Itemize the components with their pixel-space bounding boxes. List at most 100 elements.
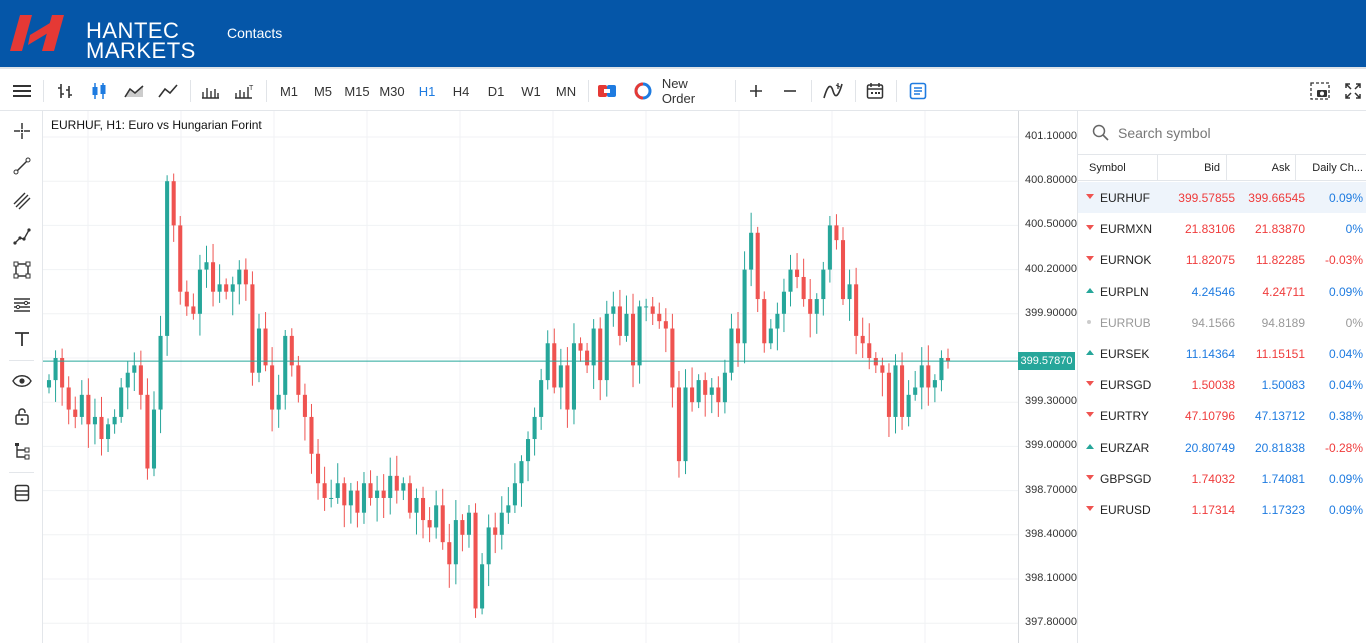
ask-price: 399.66545 xyxy=(1248,191,1305,205)
layers-icon[interactable] xyxy=(11,482,33,504)
candle xyxy=(184,280,189,316)
search-input[interactable] xyxy=(1118,122,1358,144)
y-tick-label: 399.30000 xyxy=(1025,395,1077,408)
daily-change: 0.09% xyxy=(1328,503,1363,517)
candle xyxy=(644,298,649,322)
candle xyxy=(480,553,485,615)
watchlist-row-eurhuf[interactable]: EURHUF 399.57855 399.66545 0.09% xyxy=(1078,182,1366,213)
candle xyxy=(119,378,124,423)
hantec-logo[interactable]: HANTEC MARKETS xyxy=(10,11,195,62)
candle xyxy=(847,269,852,321)
indicators-icon[interactable] xyxy=(821,80,845,102)
daily-change: -0.28% xyxy=(1324,440,1363,455)
tf-H4[interactable]: H4 xyxy=(452,83,470,99)
price-chart[interactable]: EURHUF, H1: Euro vs Hungarian Forint 401… xyxy=(43,111,1077,643)
watchlist-row-eurusd[interactable]: EURUSD 1.17314 1.17323 0.09% xyxy=(1078,494,1366,525)
watchlist-row-eurrub[interactable]: EURRUB 94.1566 94.8189 0% xyxy=(1078,307,1366,338)
candle xyxy=(749,212,754,287)
ask-price: 11.15151 xyxy=(1255,347,1305,361)
bar-chart-icon[interactable] xyxy=(54,80,76,102)
screenshot-icon[interactable] xyxy=(1309,80,1331,102)
watchlist-row-eursgd[interactable]: EURSGD 1.50038 1.50083 0.04% xyxy=(1078,369,1366,400)
column-symbol[interactable]: Symbol xyxy=(1089,162,1126,174)
fibonacci-icon[interactable] xyxy=(11,294,33,316)
bid-price: 399.57855 xyxy=(1178,191,1235,205)
column-ask[interactable]: Ask xyxy=(1271,162,1290,174)
calendar-icon[interactable] xyxy=(864,80,886,102)
one-click-trading-icon[interactable] xyxy=(596,80,618,102)
parallel-channel-icon[interactable] xyxy=(11,190,33,212)
watchlist-row-eurpln[interactable]: EURPLN 4.24546 4.24711 0.09% xyxy=(1078,276,1366,307)
contacts-link[interactable]: Contacts xyxy=(227,25,283,41)
watchlist-row-eursek[interactable]: EURSEK 11.14364 11.15151 0.04% xyxy=(1078,338,1366,369)
volume-icon[interactable] xyxy=(199,80,221,102)
candle xyxy=(926,345,931,406)
logo-line2: MARKETS xyxy=(86,38,196,63)
candle xyxy=(696,374,701,409)
watchlist-row-eurnok[interactable]: EURNOK 11.82075 11.82285 -0.03% xyxy=(1078,244,1366,275)
candle xyxy=(755,226,760,313)
candle xyxy=(690,367,695,412)
bid-price: 20.80749 xyxy=(1184,440,1235,455)
candle xyxy=(729,313,734,381)
watchlist-row-gbpsgd[interactable]: GBPSGD 1.74032 1.74081 0.09% xyxy=(1078,463,1366,494)
path-icon[interactable] xyxy=(11,225,33,247)
candle xyxy=(617,289,622,346)
candle xyxy=(880,357,885,397)
candle xyxy=(342,477,347,528)
candle xyxy=(663,308,668,353)
candle xyxy=(178,215,183,305)
tf-M15[interactable]: M15 xyxy=(344,83,370,99)
drawing-separator xyxy=(9,360,34,361)
watchlist-row-eurmxn[interactable]: EURMXN 21.83106 21.83870 0% xyxy=(1078,213,1366,244)
candle xyxy=(486,514,491,587)
tf-H1[interactable]: H1 xyxy=(418,83,436,99)
candle xyxy=(676,370,681,478)
fullscreen-icon[interactable] xyxy=(1342,80,1364,102)
chart-canvas[interactable] xyxy=(43,111,1077,643)
object-tree-icon[interactable] xyxy=(11,440,33,462)
tick-volume-icon[interactable]: T xyxy=(233,80,255,102)
y-tick-label: 400.80000 xyxy=(1025,174,1077,187)
new-order-button[interactable]: New Order xyxy=(634,76,724,106)
candle xyxy=(900,352,905,430)
candle xyxy=(683,369,688,475)
candle xyxy=(440,488,445,550)
candle xyxy=(512,463,517,513)
candle xyxy=(525,431,531,482)
lock-icon[interactable] xyxy=(11,405,33,427)
tf-MN[interactable]: MN xyxy=(555,83,577,99)
rectangle-icon[interactable] xyxy=(11,259,33,281)
text-icon[interactable] xyxy=(11,328,33,350)
ask-price: 11.82285 xyxy=(1255,253,1305,268)
candle xyxy=(519,455,524,507)
candlestick-icon[interactable] xyxy=(88,80,110,102)
notes-icon[interactable] xyxy=(907,80,929,102)
menu-icon[interactable] xyxy=(11,80,33,102)
zoom-out-icon[interactable] xyxy=(779,80,801,102)
symbol-name: GBPSGD xyxy=(1100,471,1152,486)
watchlist-row-eurtry[interactable]: EURTRY 47.10796 47.13712 0.38% xyxy=(1078,400,1366,431)
candle xyxy=(840,227,846,305)
tf-D1[interactable]: D1 xyxy=(487,83,505,99)
crosshair-icon[interactable] xyxy=(11,120,33,142)
tf-W1[interactable]: W1 xyxy=(521,83,541,99)
tf-M30[interactable]: M30 xyxy=(379,83,405,99)
line-chart-icon[interactable] xyxy=(157,80,179,102)
toolbar-separator xyxy=(855,80,856,102)
y-tick-label: 401.10000 xyxy=(1025,130,1077,142)
candle xyxy=(381,474,386,519)
trend-line-icon[interactable] xyxy=(11,155,33,177)
tf-M1[interactable]: M1 xyxy=(279,83,299,99)
column-bid[interactable]: Bid xyxy=(1204,162,1220,174)
candle xyxy=(650,297,655,325)
watchlist-row-eurzar[interactable]: EURZAR 20.80749 20.81838 -0.28% xyxy=(1078,432,1366,463)
column-daily-change[interactable]: Daily Ch... xyxy=(1312,162,1363,174)
tf-M5[interactable]: M5 xyxy=(313,83,333,99)
area-chart-icon[interactable] xyxy=(123,80,145,102)
candle xyxy=(591,319,596,389)
daily-change: 0.09% xyxy=(1328,471,1363,486)
zoom-in-icon[interactable] xyxy=(745,80,767,102)
eye-icon[interactable] xyxy=(11,370,33,392)
symbol-name: EURPLN xyxy=(1100,284,1149,299)
